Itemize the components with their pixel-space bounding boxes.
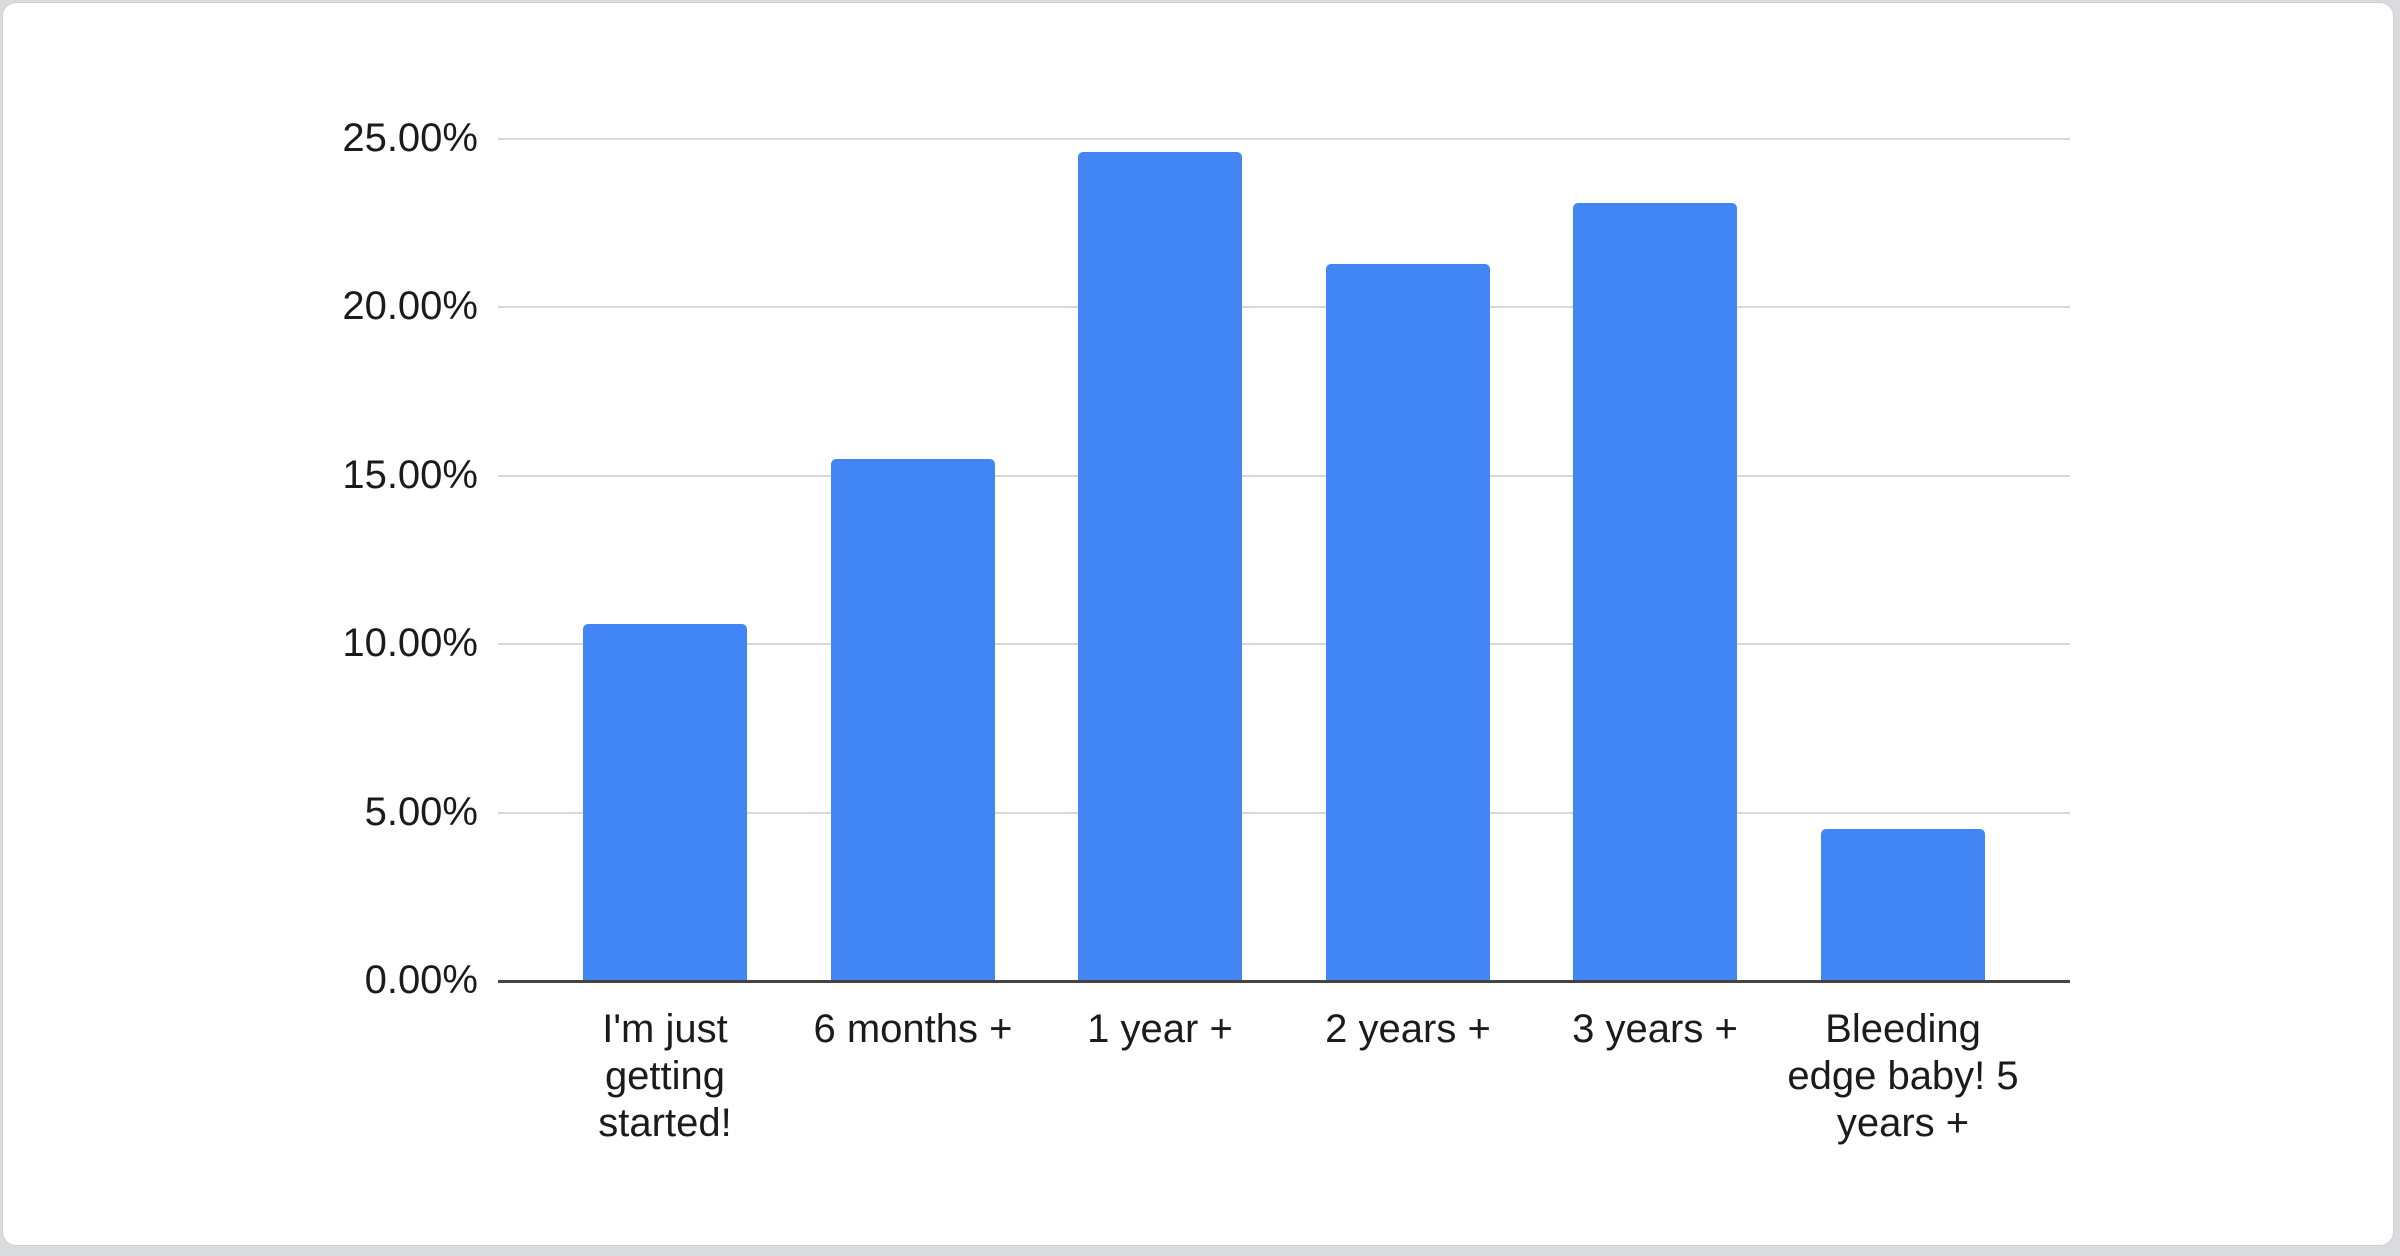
gridline-10.00% [498,643,2070,646]
x-category-label-2 years +: 2 years + [1325,1007,1491,1051]
y-tick-label-0.00%: 0.00% [364,958,478,1002]
gridline-5.00% [498,811,2070,814]
x-category-label-6 months +: 6 months + [813,1007,1013,1051]
x-axis-baseline [498,980,2070,983]
y-tick-label-5.00%: 5.00% [364,789,478,834]
y-tick-label-20.00%: 20.00% [342,284,478,329]
x-category-label-Bleeding edge baby! 5 years +: Bleeding edge baby! 5 years + [1787,1007,2019,1145]
bar-Bleeding edge baby! 5 years + [1821,829,1985,981]
x-category-label-I'm just getting started!: I'm just getting started! [598,1007,732,1145]
bar-6 months + [831,459,995,981]
bar-I'm just getting started! [583,624,747,981]
gridline-25.00% [498,138,2070,140]
y-tick-label-25.00%: 25.00% [342,116,478,160]
gridline-20.00% [498,306,2070,309]
bar-2 years + [1326,264,1490,981]
x-category-label-3 years +: 3 years + [1572,1007,1738,1051]
bar-3 years + [1573,203,1737,981]
bar-chart: 0.00% 5.00% 10.00% 15.00% 20.00% 25.00% I'm ju… [3,3,2395,1247]
x-category-label-1 year +: 1 year + [1087,1007,1233,1051]
bar-1 year + [1078,152,1242,981]
gridline-15.00% [498,474,2070,477]
y-tick-label-15.00%: 15.00% [342,452,478,497]
y-tick-label-10.00%: 10.00% [342,621,478,666]
